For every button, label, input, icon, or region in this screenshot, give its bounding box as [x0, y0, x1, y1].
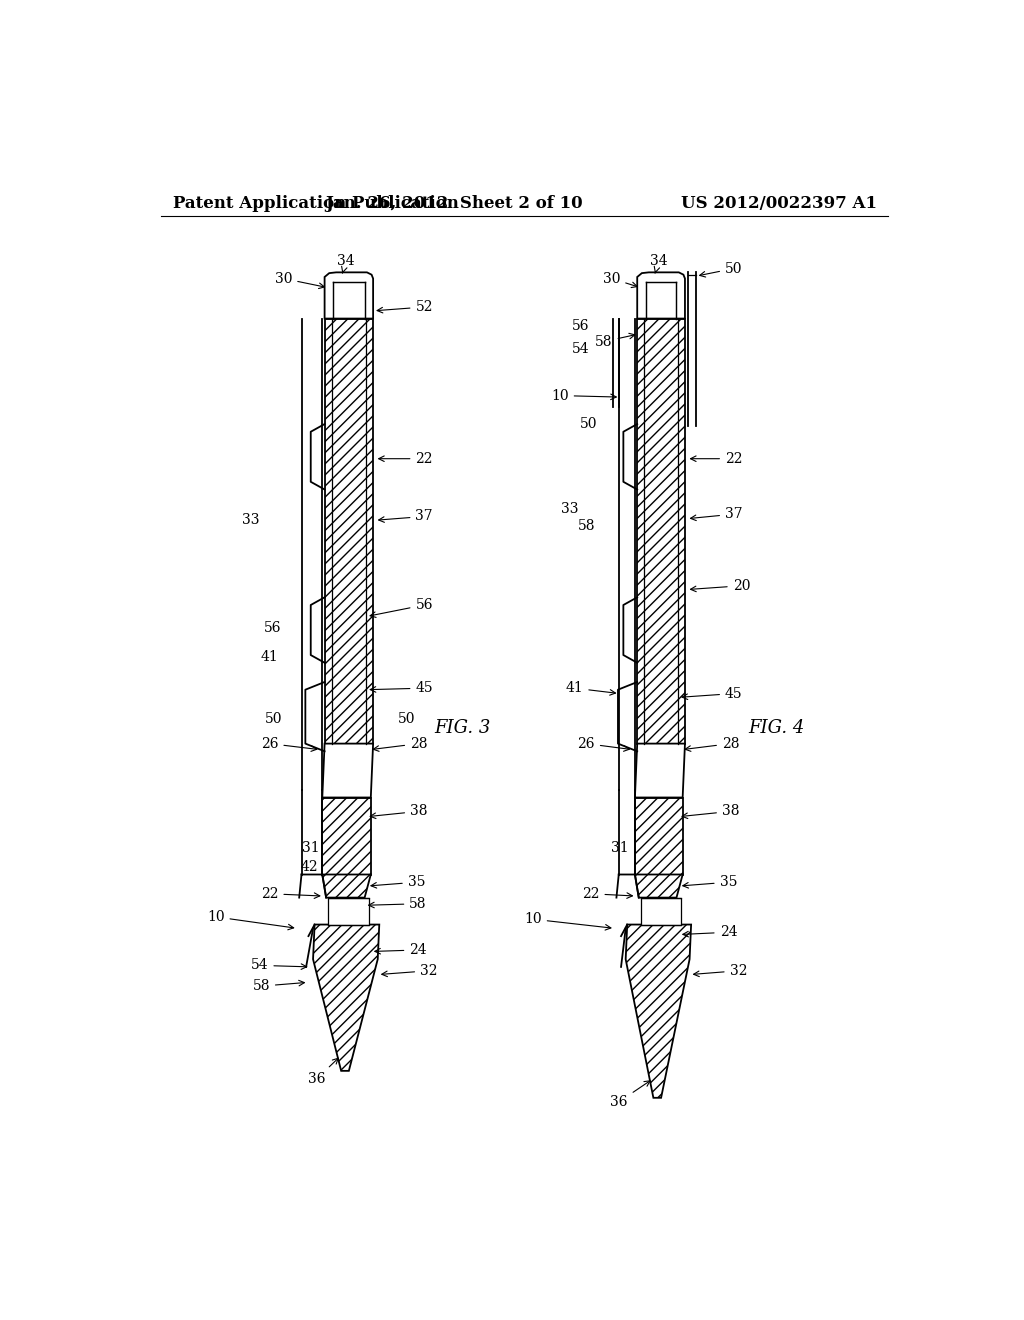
Text: 56: 56	[572, 319, 590, 333]
Text: 58: 58	[595, 334, 635, 348]
Text: 34: 34	[650, 253, 668, 273]
Text: 28: 28	[374, 737, 428, 751]
Text: 42: 42	[301, 859, 318, 874]
Polygon shape	[325, 272, 373, 318]
Text: 45: 45	[371, 681, 433, 696]
Text: 38: 38	[682, 804, 739, 818]
Text: 32: 32	[693, 964, 748, 978]
Text: 33: 33	[242, 513, 259, 527]
Text: 37: 37	[690, 507, 742, 521]
Text: 54: 54	[251, 958, 307, 973]
Text: 50: 50	[265, 711, 283, 726]
Text: Patent Application Publication: Patent Application Publication	[173, 194, 459, 211]
Polygon shape	[626, 924, 691, 1098]
Text: 26: 26	[261, 737, 316, 751]
Bar	[635, 797, 683, 875]
Text: 56: 56	[264, 622, 282, 635]
Text: 22: 22	[582, 887, 633, 900]
Polygon shape	[635, 875, 683, 898]
Bar	[637, 318, 685, 743]
Text: Jan. 26, 2012  Sheet 2 of 10: Jan. 26, 2012 Sheet 2 of 10	[326, 194, 583, 211]
Text: 22: 22	[690, 451, 742, 466]
Text: 33: 33	[561, 502, 579, 516]
Text: 54: 54	[571, 342, 590, 356]
Text: 37: 37	[379, 510, 433, 524]
Text: FIG. 4: FIG. 4	[749, 719, 805, 737]
Text: 56: 56	[370, 598, 433, 618]
Bar	[325, 318, 373, 743]
Text: 41: 41	[261, 651, 279, 664]
Text: 26: 26	[578, 737, 630, 751]
Polygon shape	[323, 743, 373, 797]
Bar	[641, 898, 681, 924]
Bar	[323, 797, 371, 875]
Text: 45: 45	[682, 686, 742, 701]
Text: 58: 58	[579, 520, 596, 533]
Text: 28: 28	[685, 737, 739, 751]
Text: 10: 10	[551, 388, 616, 403]
Text: 34: 34	[337, 253, 355, 273]
Polygon shape	[637, 272, 685, 318]
Bar	[329, 898, 370, 924]
Text: 30: 30	[603, 272, 637, 288]
Polygon shape	[323, 875, 371, 898]
Text: 10: 10	[524, 912, 611, 931]
Text: 22: 22	[379, 451, 433, 466]
Text: 36: 36	[308, 1059, 338, 1085]
Text: 50: 50	[397, 711, 416, 726]
Text: 24: 24	[683, 925, 737, 940]
Text: 36: 36	[610, 1081, 650, 1109]
Text: 32: 32	[382, 964, 437, 978]
Text: US 2012/0022397 A1: US 2012/0022397 A1	[681, 194, 878, 211]
Text: 50: 50	[580, 417, 597, 432]
Text: 35: 35	[371, 875, 425, 890]
Text: 20: 20	[690, 578, 751, 593]
Text: 38: 38	[371, 804, 428, 818]
Text: 35: 35	[683, 875, 737, 890]
Text: 58: 58	[253, 979, 304, 993]
Polygon shape	[635, 743, 685, 797]
Text: FIG. 3: FIG. 3	[435, 719, 492, 737]
Text: 50: 50	[699, 261, 742, 277]
Text: 52: 52	[377, 300, 433, 314]
Text: 10: 10	[207, 909, 294, 929]
Polygon shape	[313, 924, 379, 1071]
Text: 30: 30	[274, 272, 325, 289]
Text: 41: 41	[565, 681, 615, 696]
Text: 24: 24	[375, 942, 427, 957]
Text: 58: 58	[369, 896, 427, 911]
Text: 31: 31	[611, 841, 629, 854]
Text: 31: 31	[302, 841, 319, 854]
Text: 22: 22	[261, 887, 319, 900]
